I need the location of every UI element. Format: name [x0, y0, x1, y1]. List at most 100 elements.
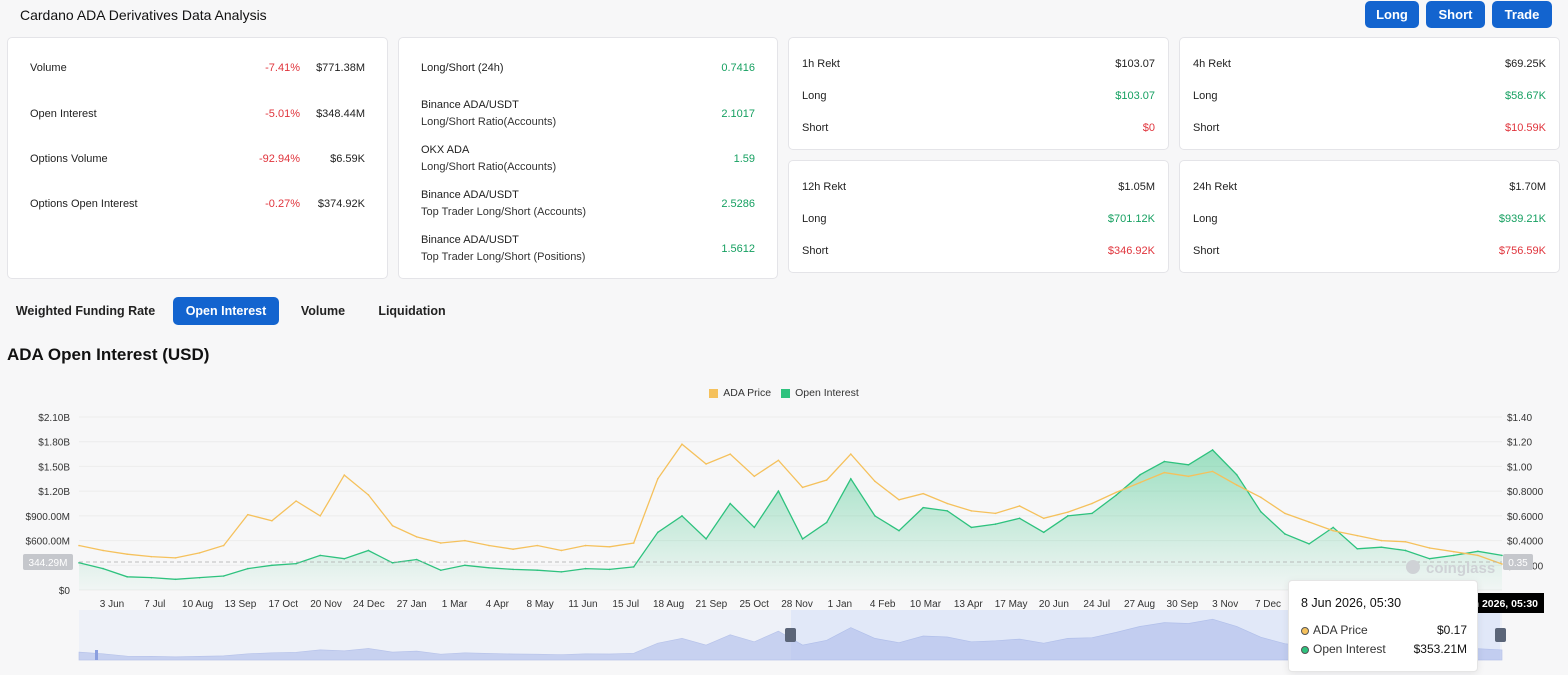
y-left-tick-label: $0 [59, 586, 71, 597]
open-interest-point [1139, 473, 1142, 476]
ada-price-point [174, 557, 177, 559]
open-interest-point [247, 567, 249, 570]
open-interest-point [970, 526, 973, 529]
page-title: Cardano ADA Derivatives Data Analysis [20, 7, 267, 23]
ada-price-point [439, 542, 442, 544]
x-tick-label: 1 Mar [442, 599, 468, 610]
rekt-short-value: $756.59K [1498, 245, 1546, 257]
open-interest-point [439, 569, 442, 572]
x-tick-label: 11 Jun [568, 599, 597, 610]
ada-price-point [657, 477, 659, 480]
top-bar: Cardano ADA Derivatives Data Analysis Lo… [0, 0, 1568, 32]
open-interest-point [488, 566, 490, 569]
overview-change: -0.27% [265, 198, 300, 210]
tooltip-series-name: Open Interest [1313, 642, 1386, 656]
ada-price-point [1356, 534, 1359, 537]
x-tick-label: 24 Dec [353, 599, 385, 610]
short-button[interactable]: Short [1426, 1, 1485, 28]
rekt-short-value: $10.59K [1505, 122, 1546, 134]
open-interest-point [1380, 546, 1383, 548]
rekt-long-value: $701.12K [1107, 213, 1155, 225]
legend-swatch-price [709, 388, 719, 398]
ada-price-point [1115, 491, 1117, 494]
open-interest-point [1187, 463, 1190, 466]
crosshair-right-label: 0.35 [1508, 558, 1528, 569]
ratio-value: 1.5612 [721, 243, 755, 255]
ratio-label: Binance ADA/USDT [421, 234, 519, 246]
tooltip-date: 8 Jun 2026, 05:30 [1301, 596, 1402, 610]
navigator-right-handle[interactable] [1495, 628, 1506, 642]
open-interest-point [343, 557, 346, 560]
tab-open-interest[interactable]: Open Interest [173, 297, 279, 325]
chart-tooltip: 8 Jun 2026, 05:30 ADA Price $0.17 Open I… [1288, 580, 1478, 672]
rekt-title: 12h Rekt [802, 181, 847, 193]
price-dot-icon [1301, 627, 1309, 635]
ada-price-point [705, 463, 707, 465]
open-interest-area [79, 450, 1502, 590]
open-interest-point [1235, 473, 1238, 476]
tab-liquidation[interactable]: Liquidation [378, 304, 446, 318]
navigator-left-handle[interactable] [785, 628, 796, 642]
ada-price-point [1477, 554, 1479, 557]
ratio-value: 1.59 [733, 153, 755, 165]
rekt-short-value: $346.92K [1107, 245, 1155, 257]
legend-item-oi[interactable]: Open Interest [781, 387, 859, 399]
open-interest-point [1501, 554, 1503, 557]
overview-value: $348.44M [316, 108, 365, 120]
x-tick-label: 1 Jan [828, 599, 852, 610]
ada-price-point [874, 480, 876, 483]
ada-price-point [150, 555, 153, 558]
ada-price-point [1018, 505, 1021, 507]
navigator-start-marker [95, 650, 98, 660]
y-right-tick-label: $0.4000 [1507, 537, 1544, 548]
ratio-value: 0.7416 [721, 62, 755, 74]
tab-volume[interactable]: Volume [300, 304, 346, 318]
open-interest-point [946, 510, 949, 512]
tab-weighted-funding-rate[interactable]: Weighted Funding Rate [15, 304, 156, 318]
open-interest-point [271, 564, 273, 567]
x-tick-label: 10 Aug [182, 599, 213, 610]
tooltip-row-price: ADA Price $0.17 [1301, 623, 1467, 639]
ada-price-point [102, 549, 104, 552]
ada-price-point [753, 475, 756, 478]
open-interest-line [78, 449, 1503, 580]
open-interest-point [1284, 533, 1286, 535]
open-interest-point [1067, 515, 1069, 517]
ada-price-point [536, 544, 539, 547]
x-tick-label: 24 Jul [1083, 599, 1110, 610]
trade-button[interactable]: Trade [1492, 1, 1552, 28]
x-tick-label: 28 Nov [781, 599, 813, 610]
x-tick-label: 20 Jun [1039, 599, 1069, 610]
x-tick-label: 10 Mar [910, 599, 942, 610]
rekt-card-12h: 12h Rekt $1.05M Long $701.12K Short $346.92… [788, 160, 1169, 273]
x-tick-label: 25 Oct [739, 599, 769, 610]
x-tick-label: 7 Dec [1255, 599, 1281, 610]
ada-price-point [1187, 475, 1190, 478]
watermark: coinglass [1426, 560, 1495, 577]
rekt-short-label: Short [1193, 245, 1220, 257]
legend-label: ADA Price [723, 387, 772, 399]
y-right-tick-label: $1.20 [1507, 438, 1532, 449]
ada-price-point [632, 542, 635, 544]
overview-value: $374.92K [317, 198, 365, 210]
long-button[interactable]: Long [1365, 1, 1419, 28]
chart-title: ADA Open Interest (USD) [7, 345, 210, 364]
x-tick-label: 27 Aug [1124, 599, 1155, 610]
overview-label: Volume [30, 62, 67, 74]
open-interest-point [729, 502, 732, 505]
x-tick-label: 7 Jul [144, 599, 165, 610]
y-left-tick-label: $900.00M [26, 512, 70, 523]
open-interest-point [150, 576, 153, 579]
open-interest-point [1308, 543, 1310, 545]
legend-item-price[interactable]: ADA Price [709, 387, 771, 399]
open-interest-point [1404, 549, 1407, 552]
ada-price-point [78, 544, 80, 547]
open-interest-point [1477, 550, 1479, 553]
open-interest-point [1211, 449, 1214, 451]
y-right-tick-label: $1.00 [1507, 462, 1532, 473]
ada-price-point [1163, 471, 1166, 474]
open-interest-point [584, 567, 587, 570]
tooltip-series-value: $353.21M [1413, 642, 1467, 656]
x-tick-label: 4 Feb [870, 599, 896, 610]
